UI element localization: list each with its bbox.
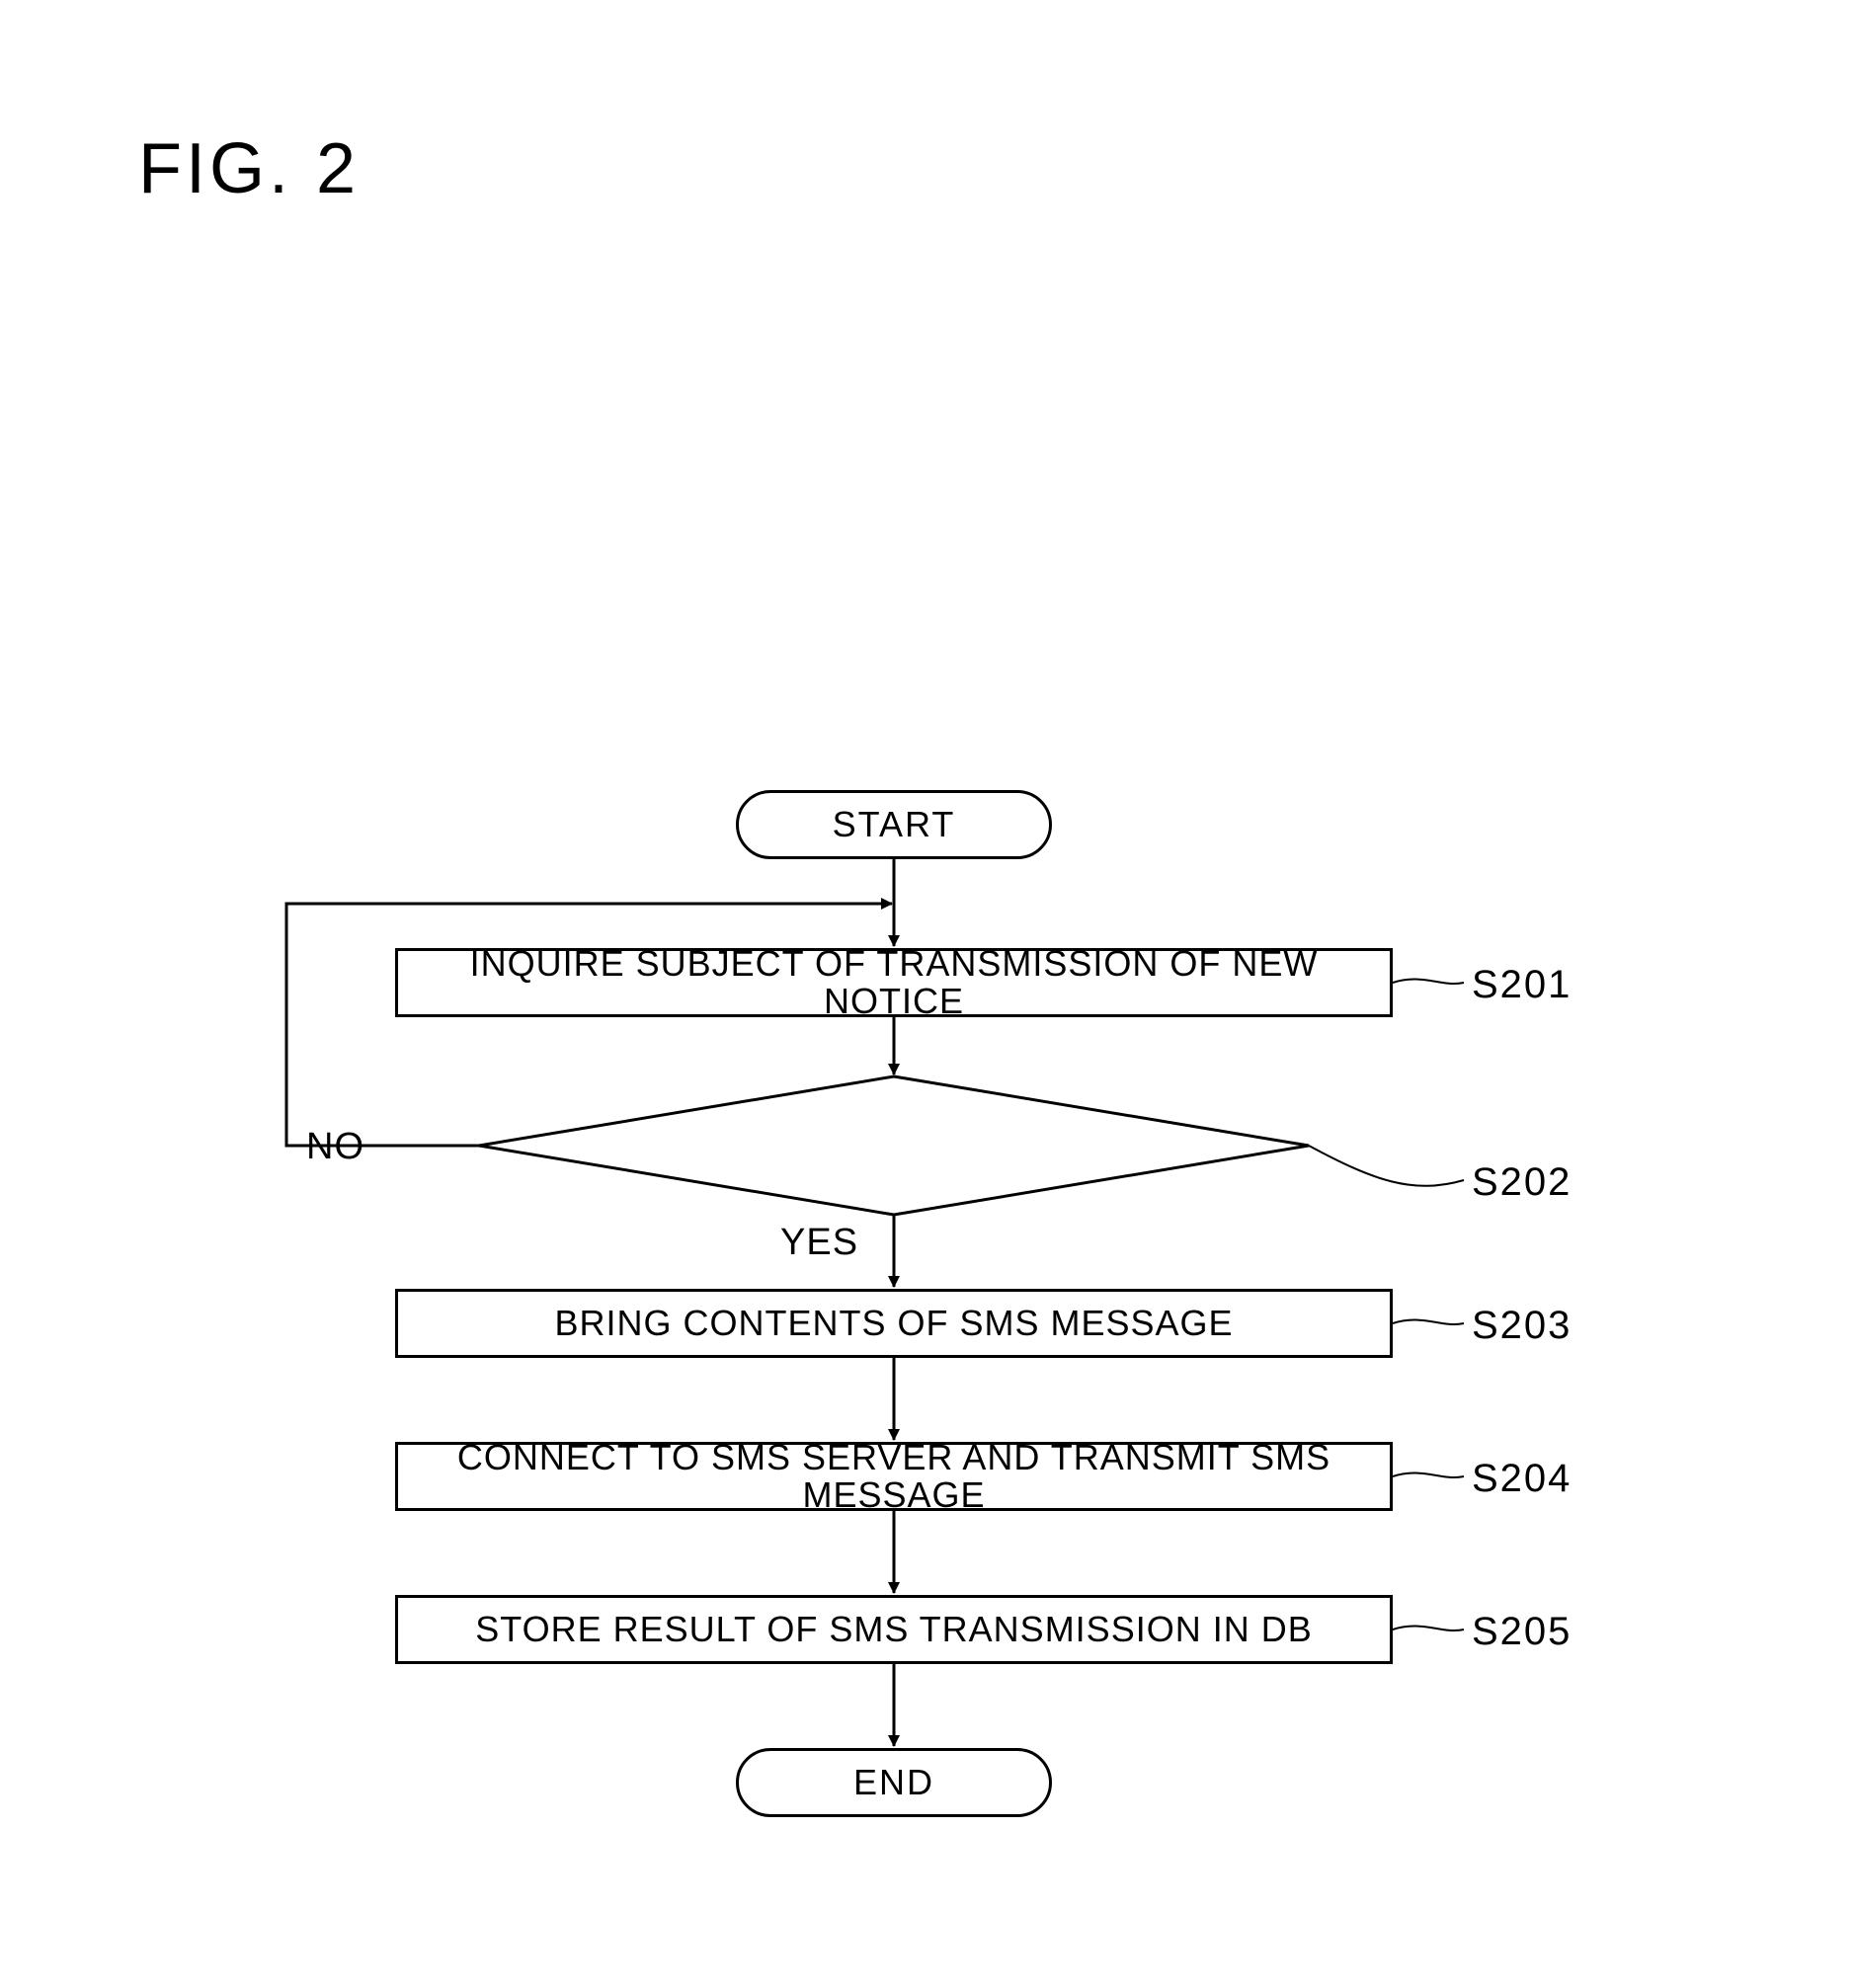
step-label-s201: S201 xyxy=(1472,963,1572,1007)
decision-line2: SMS TRANSMISSION EXISTS? xyxy=(647,1143,1156,1180)
process-s203: BRING CONTENTS OF SMS MESSAGE xyxy=(395,1289,1393,1358)
end-node: END xyxy=(736,1748,1052,1817)
process-s201: INQUIRE SUBJECT OF TRANSMISSION OF NEW N… xyxy=(395,948,1393,1017)
end-node-text: END xyxy=(853,1762,934,1803)
step-label-s202: S202 xyxy=(1472,1160,1572,1205)
step-label-s205: S205 xyxy=(1472,1610,1572,1654)
edge-label-yes: YES xyxy=(780,1222,858,1264)
process-s203-text: BRING CONTENTS OF SMS MESSAGE xyxy=(554,1305,1233,1342)
process-s205: STORE RESULT OF SMS TRANSMISSION IN DB xyxy=(395,1595,1393,1664)
decision-line1: SUBJECT OF xyxy=(785,1107,1004,1145)
process-s204-text: CONNECT TO SMS SERVER AND TRANSMIT SMS M… xyxy=(398,1439,1390,1514)
step-label-s204: S204 xyxy=(1472,1457,1572,1501)
step-label-s203: S203 xyxy=(1472,1304,1572,1348)
figure-title: FIG. 2 xyxy=(138,128,360,209)
process-s204: CONNECT TO SMS SERVER AND TRANSMIT SMS M… xyxy=(395,1442,1393,1511)
edge-label-no: NO xyxy=(306,1126,364,1168)
start-node-text: START xyxy=(833,804,956,845)
process-s201-text: INQUIRE SUBJECT OF TRANSMISSION OF NEW N… xyxy=(398,945,1390,1020)
decision-s202-text: SUBJECT OF SMS TRANSMISSION EXISTS? xyxy=(647,1109,1141,1179)
process-s205-text: STORE RESULT OF SMS TRANSMISSION IN DB xyxy=(475,1611,1312,1648)
flowchart-canvas: FIG. 2 START INQUIRE SUBJECT OF TRANSMIS… xyxy=(0,0,1854,1988)
start-node: START xyxy=(736,790,1052,859)
